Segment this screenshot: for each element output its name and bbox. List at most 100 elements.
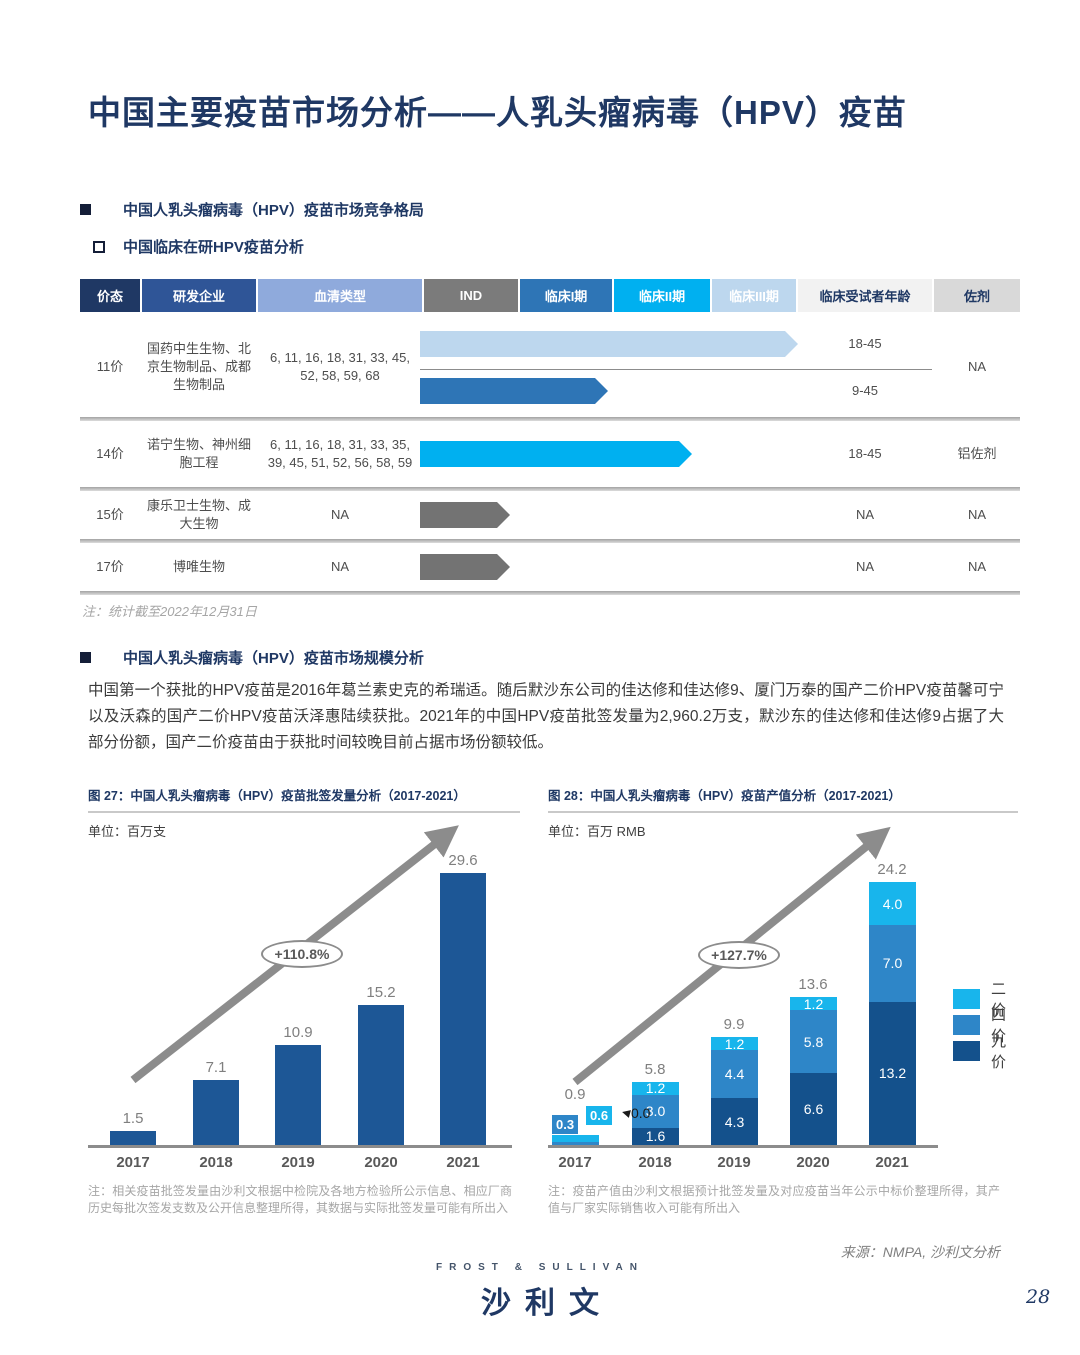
- segment-value-label: 7.0: [882, 955, 903, 972]
- clinical-phase-arrow: [420, 441, 692, 467]
- x-axis: [548, 1145, 938, 1148]
- stack-total-label: 5.8: [644, 1060, 666, 1078]
- stack-segment-四价: [790, 1010, 837, 1074]
- stack-segment-九价: [790, 1073, 837, 1145]
- table-row-divider: [80, 417, 1020, 421]
- stack-segment-二价: [552, 1135, 599, 1142]
- callout-arrow-icon: [621, 1108, 631, 1118]
- table-header-cell: 临床受试者年龄: [798, 279, 932, 312]
- legend-swatch-icon: [953, 989, 980, 1009]
- table-header-cell: 临床III期: [712, 279, 796, 312]
- logo-wordmark-cn: 沙利文: [481, 1287, 613, 1320]
- segment-value-label: 4.4: [724, 1066, 745, 1083]
- bar-value-label: 10.9: [283, 1024, 313, 1041]
- age-cell: 18-45: [848, 445, 882, 461]
- chart-output-value: 图 28：中国人乳头瘤病毒（HPV）疫苗产值分析（2017-2021） 单位：百…: [548, 785, 1018, 1215]
- bullet-square-icon: [80, 652, 91, 663]
- subsection-heading-clinical: 中国临床在研HPV疫苗分析: [93, 236, 304, 257]
- stacked-bar-plot-area: +127.7% 二价 四价 九价 0.9 2017 1.6 3.0 1.2 5.8 2018 4.…: [548, 810, 1018, 1171]
- table-row: 14价 诺宁生物、神州细胞工程 6, 11, 16, 18, 31, 33, 35,…: [80, 421, 1020, 487]
- page-title: 中国主要疫苗市场分析——人乳头瘤病毒（HPV）疫苗: [88, 94, 907, 131]
- clinical-phase-arrow: [420, 554, 510, 580]
- table-header-cell: 价态: [80, 279, 140, 312]
- x-tick-label: 2019: [281, 1154, 315, 1171]
- segment-value-label: 1.2: [645, 1080, 666, 1097]
- segment-value-label: 3.0: [645, 1103, 666, 1120]
- legend-swatch-icon: [953, 1041, 980, 1061]
- x-tick-label: 2021: [875, 1154, 909, 1171]
- clinical-phase-arrow: [420, 378, 608, 404]
- bar-plot-area: +110.8% 1.5 2017 7.1 2018 10.9 2019 15.2 2020 29…: [88, 810, 520, 1171]
- section-heading-label: 中国人乳头瘤病毒（HPV）疫苗市场规模分析: [123, 650, 424, 667]
- stack-total-label: 9.9: [723, 1016, 745, 1034]
- segment-value-label: 1.2: [803, 995, 824, 1012]
- legend-label: 九价: [991, 1033, 1007, 1071]
- stack-segment-四价: [552, 1141, 599, 1145]
- table-row: 15价 康乐卫士生物、成大生物 NA NA NA: [80, 491, 1020, 539]
- table-row-divider: [80, 487, 1020, 491]
- x-tick-label: 2019: [717, 1154, 751, 1171]
- segment-value-label: 1.6: [645, 1128, 666, 1145]
- chart-unit-label: 单位：百万支: [88, 824, 167, 839]
- x-tick-label: 2018: [199, 1154, 233, 1171]
- bar-2018: [193, 1080, 239, 1145]
- x-tick-label: 2021: [446, 1154, 480, 1171]
- chart-note: 注：疫苗产值由沙利文根据预计批签发量及对应疫苗当年公示中标价整理所得，其产值与厂…: [548, 1184, 1000, 1215]
- table-row-divider: [80, 539, 1020, 543]
- table-row: 11价 国药中生生物、北京生物制品、成都生物制品 6, 11, 16, 18, 31…: [80, 317, 1020, 417]
- section-heading-competitive: 中国人乳头瘤病毒（HPV）疫苗市场竞争格局: [80, 199, 424, 220]
- valence-cell: 15价: [96, 506, 124, 522]
- stack-segment-九价: [711, 1098, 758, 1145]
- x-tick-label: 2018: [638, 1154, 672, 1171]
- company-cell: 诺宁生物、神州细胞工程: [146, 436, 251, 470]
- serotype-cell: 6, 11, 16, 18, 31, 33, 35, 39, 45, 51, 5…: [267, 436, 413, 470]
- table-header-cell: 佐剂: [934, 279, 1020, 312]
- bar-2017: [110, 1131, 156, 1145]
- serotype-cell: NA: [330, 506, 350, 522]
- callout-四价: 0.3: [552, 1115, 579, 1134]
- segment-value-label: 1.2: [724, 1035, 745, 1052]
- table-header-cell: 研发企业: [142, 279, 256, 312]
- bar-value-label: 29.6: [448, 852, 478, 869]
- company-cell: 博唯生物: [172, 558, 225, 574]
- segment-value-label: 5.8: [803, 1033, 824, 1050]
- x-tick-label: 2020: [364, 1154, 398, 1171]
- chart-unit-label: 单位：百万 RMB: [548, 824, 646, 839]
- chart-title: 图 28：中国人乳头瘤病毒（HPV）疫苗产值分析（2017-2021）: [548, 789, 901, 803]
- stack-total-label: 0.9: [564, 1086, 586, 1103]
- x-tick-label: 2017: [116, 1154, 150, 1171]
- stack-segment-二价: [869, 881, 916, 926]
- stack-total-label: 24.2: [877, 860, 907, 878]
- bar-value-label: 1.5: [122, 1110, 144, 1127]
- bar-2021: [440, 873, 486, 1145]
- x-tick-label: 2017: [558, 1154, 592, 1171]
- row-subdivider: [420, 369, 932, 370]
- stack-segment-九价: [632, 1127, 679, 1145]
- valence-cell: 17价: [96, 558, 124, 574]
- chart-batch-volume: 图 27：中国人乳头瘤病毒（HPV）疫苗批签发量分析（2017-2021） 单位…: [88, 785, 520, 1215]
- legend-label: 四价: [991, 1007, 1007, 1045]
- segment-value-label: 13.2: [878, 1065, 907, 1082]
- stack-segment-四价: [632, 1094, 679, 1128]
- legend-swatch-icon: [953, 1015, 980, 1035]
- stack-segment-二价: [790, 997, 837, 1011]
- section-heading-label: 中国人乳头瘤病毒（HPV）疫苗市场竞争格局: [123, 202, 424, 219]
- segment-value-label: 4.0: [882, 895, 903, 912]
- chart-note: 注：相关疫苗批签发量由沙利文根据中检院及各地方检验所公示信息、相应厂商历史每批次…: [88, 1184, 512, 1215]
- age-cell: 9-45: [851, 382, 879, 398]
- valence-cell: 14价: [96, 445, 124, 461]
- stack-segment-二价: [632, 1081, 679, 1095]
- page-number: 28: [1026, 1286, 1051, 1308]
- growth-rate-badge: +127.7%: [698, 941, 780, 969]
- bullet-square-outline-icon: [93, 240, 105, 253]
- age-cell: NA: [855, 558, 875, 574]
- table-body: 11价 国药中生生物、北京生物制品、成都生物制品 6, 11, 16, 18, 31…: [80, 317, 1020, 595]
- serotype-cell: 6, 11, 16, 18, 31, 33, 45, 52, 58, 59, 6…: [270, 349, 410, 383]
- source-attribution: 来源：NMPA, 沙利文分析: [840, 1244, 1000, 1260]
- table-header-cell: 临床II期: [614, 279, 710, 312]
- table-row-divider: [80, 591, 1020, 595]
- table-header-cell: 血清类型: [258, 279, 422, 312]
- table-header-row: 价态 研发企业 血清类型 IND 临床I期 临床II期 临床III期 临床受试者年龄 佐剂: [80, 279, 1020, 312]
- adjuvant-cell: NA: [967, 358, 987, 374]
